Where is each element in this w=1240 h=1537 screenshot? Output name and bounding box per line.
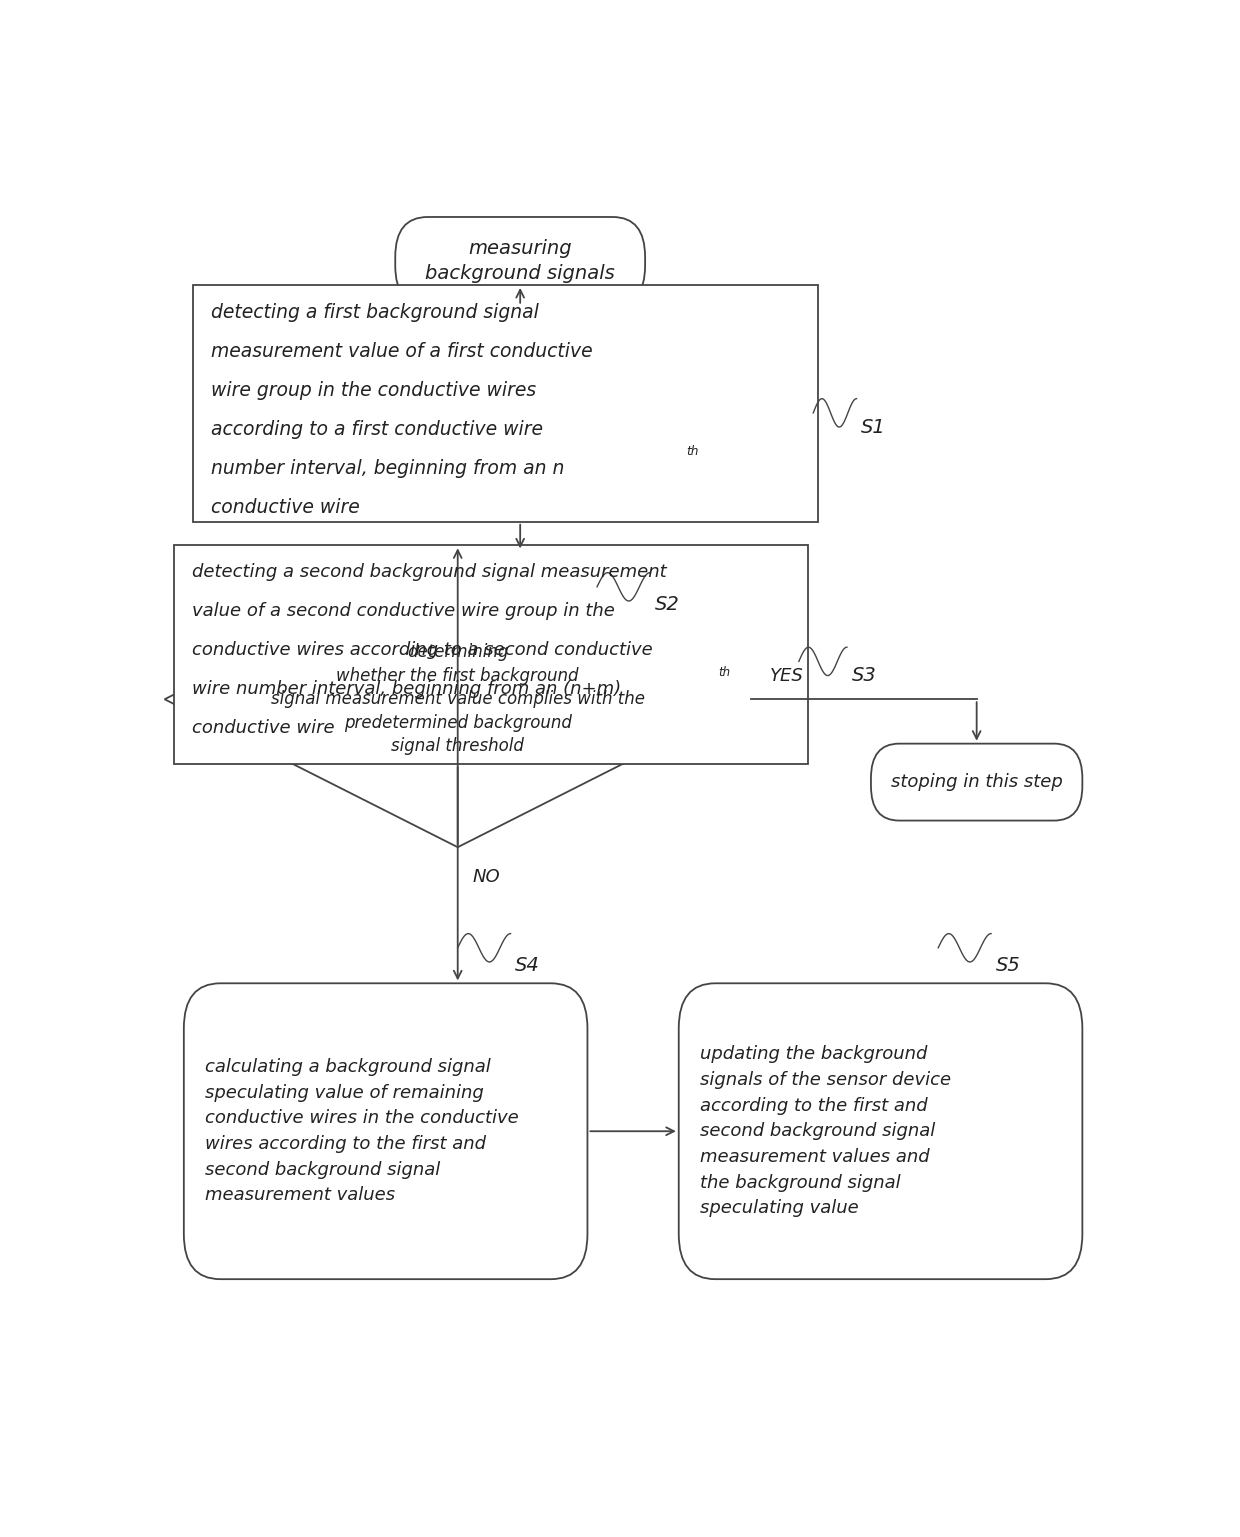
Text: value of a second conductive wire group in the: value of a second conductive wire group … — [191, 603, 614, 621]
Text: th: th — [687, 444, 699, 458]
FancyBboxPatch shape — [193, 284, 818, 521]
Text: S4: S4 — [516, 956, 541, 974]
Text: detecting a first background signal: detecting a first background signal — [211, 303, 538, 321]
Text: th: th — [718, 666, 730, 679]
Text: YES: YES — [770, 667, 804, 684]
Text: detecting a second background signal measurement: detecting a second background signal mea… — [191, 563, 666, 581]
Text: S1: S1 — [862, 418, 887, 437]
Text: conductive wire: conductive wire — [211, 498, 360, 516]
Text: updating the background
signals of the sensor device
according to the first and
: updating the background signals of the s… — [699, 1045, 951, 1217]
FancyBboxPatch shape — [678, 984, 1083, 1279]
Text: wire number interval, beginning from an (n+m): wire number interval, beginning from an … — [191, 681, 621, 698]
Text: wire group in the conductive wires: wire group in the conductive wires — [211, 381, 536, 400]
Text: measurement value of a first conductive: measurement value of a first conductive — [211, 341, 593, 361]
Text: conductive wire: conductive wire — [191, 719, 334, 738]
Text: NO: NO — [472, 868, 500, 887]
FancyBboxPatch shape — [184, 984, 588, 1279]
Text: calculating a background signal
speculating value of remaining
conductive wires : calculating a background signal speculat… — [205, 1057, 518, 1205]
Text: according to a first conductive wire: according to a first conductive wire — [211, 420, 543, 440]
Text: determining
whether the first background
signal measurement value complies with : determining whether the first background… — [270, 642, 645, 756]
FancyBboxPatch shape — [870, 744, 1083, 821]
Text: stoping in this step: stoping in this step — [890, 773, 1063, 792]
Polygon shape — [165, 552, 751, 847]
FancyBboxPatch shape — [396, 217, 645, 306]
Text: conductive wires according to a second conductive: conductive wires according to a second c… — [191, 641, 652, 659]
FancyBboxPatch shape — [174, 546, 808, 764]
Text: S2: S2 — [655, 595, 680, 615]
Text: number interval, beginning from an n: number interval, beginning from an n — [211, 460, 564, 478]
Text: S3: S3 — [852, 666, 877, 686]
Text: S5: S5 — [996, 956, 1021, 974]
Text: measuring
background signals: measuring background signals — [425, 240, 615, 283]
